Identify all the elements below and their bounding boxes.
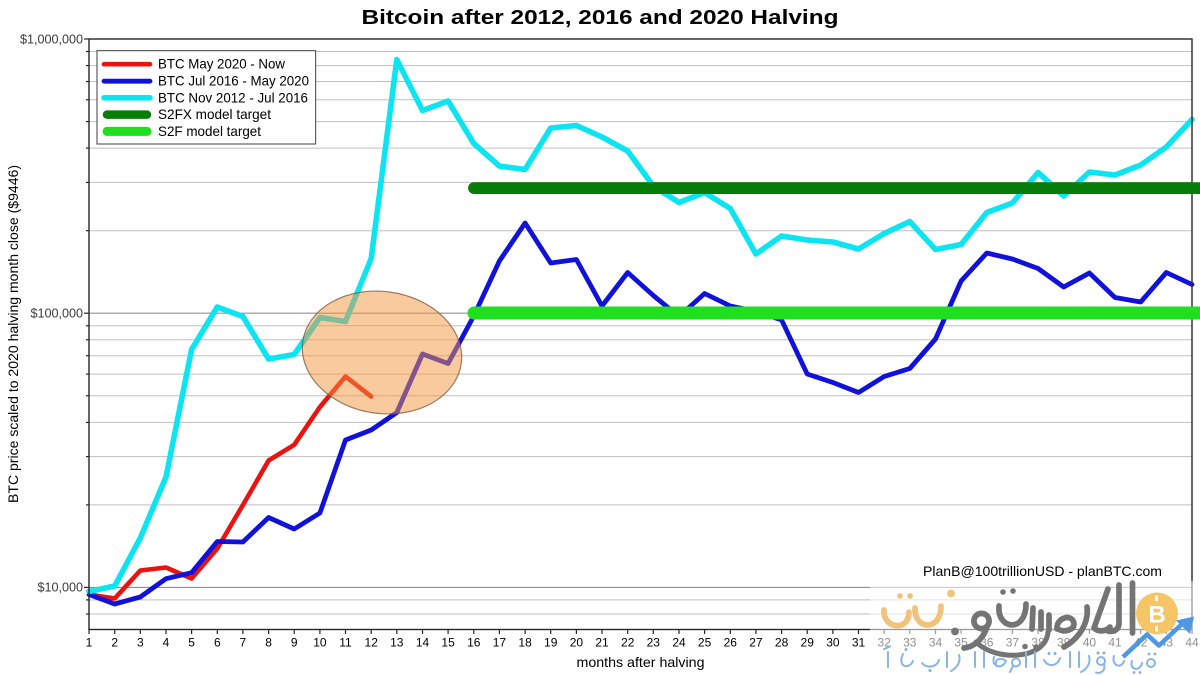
svg-text:18: 18 [518,636,532,650]
svg-text:17: 17 [493,636,507,650]
svg-text:12: 12 [365,636,379,650]
svg-text:7: 7 [240,636,247,650]
svg-text:30: 30 [826,636,840,650]
svg-text:$1,000,000: $1,000,000 [20,33,83,47]
svg-text:$100,000: $100,000 [30,307,83,321]
svg-text:28: 28 [775,636,789,650]
svg-text:Bitcoin after 2012, 2016 and 2: Bitcoin after 2012, 2016 and 2020 Halvin… [362,7,839,29]
svg-text:10: 10 [313,636,327,650]
svg-text:9: 9 [291,636,298,650]
svg-text:27: 27 [749,636,763,650]
svg-text:21: 21 [595,636,609,650]
svg-text:8: 8 [265,636,272,650]
svg-text:PlanB@100trillionUSD - planB: PlanB@100trillionUSD - planBTC.com [923,563,1162,579]
svg-text:BTC Nov 2012 - Jul 2016: BTC Nov 2012 - Jul 2016 [158,89,308,105]
svg-text:BTC price scaled to 2020 halvi: BTC price scaled to 2020 halving month c… [6,165,21,503]
svg-text:13: 13 [390,636,404,650]
svg-text:29: 29 [801,636,815,650]
svg-text:15: 15 [441,636,455,650]
svg-text:11: 11 [339,636,352,650]
svg-text:3: 3 [137,636,144,650]
svg-text:22: 22 [621,636,635,650]
svg-text:5: 5 [188,636,195,650]
svg-text:S2F model target: S2F model target [158,123,261,139]
svg-text:months after halving: months after halving [577,654,705,670]
svg-text:23: 23 [647,636,661,650]
svg-text:31: 31 [852,636,866,650]
svg-text:20: 20 [570,636,584,650]
svg-text:S2FX model target: S2FX model target [158,106,271,122]
svg-text:1: 1 [86,636,93,650]
svg-text:26: 26 [724,636,738,650]
svg-text:16: 16 [467,636,481,650]
svg-text:4: 4 [163,636,170,650]
svg-text:B: B [1148,602,1165,629]
svg-text:$10,000: $10,000 [37,581,83,595]
svg-text:19: 19 [544,636,558,650]
svg-text:BTC Jul 2016 - May 2020: BTC Jul 2016 - May 2020 [158,73,309,89]
svg-text:BTC May 2020 - Now: BTC May 2020 - Now [158,56,286,72]
svg-text:24: 24 [672,636,686,650]
svg-text:25: 25 [698,636,712,650]
svg-text:14: 14 [416,636,430,650]
svg-text:6: 6 [214,636,221,650]
svg-text:2: 2 [111,636,118,650]
